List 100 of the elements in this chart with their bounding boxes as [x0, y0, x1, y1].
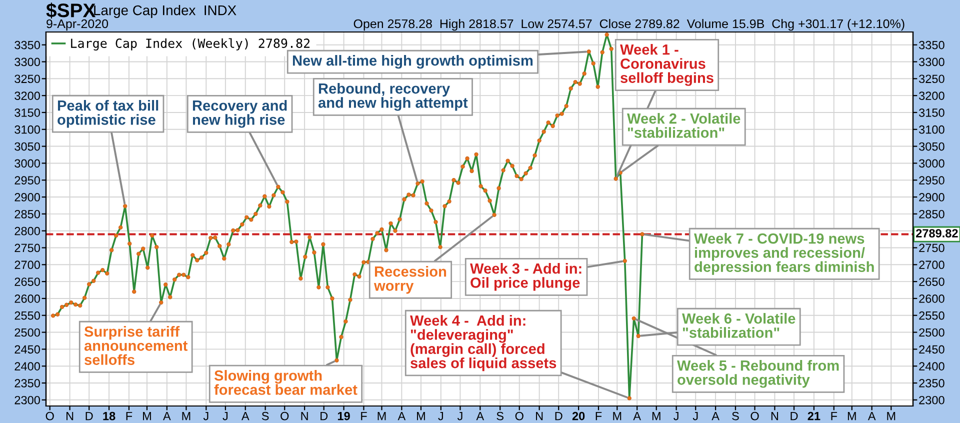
y2-tick-label: 2600: [919, 294, 944, 303]
x-tick-label: S: [496, 412, 504, 420]
y2-tick-label: 2950: [919, 176, 944, 185]
y-tick-label: 2750: [14, 244, 40, 252]
x-tick-label: O: [515, 412, 524, 420]
x-tick-label: 18: [103, 412, 116, 420]
x-tick-label: M: [143, 412, 151, 420]
text: Open 2578.28 High 2818.57 Low 2574.57 Close 2789.82 Volume 15.9B Chg +301.17 (+12.10%): [354, 19, 904, 31]
annotation: Week 2 - Volatile "stabilization": [627, 113, 740, 138]
text: 9-Apr-2020: [46, 19, 108, 31]
x-tick-label: M: [887, 412, 896, 420]
x-tick-label: F: [126, 412, 132, 420]
annotation: Rebound, recovery and new high attempt: [318, 83, 468, 111]
y2-tick-label: 3300: [919, 58, 944, 66]
y-tick-label: 2350: [14, 379, 40, 388]
x-tick-label: 20: [572, 412, 585, 420]
x-tick-label: D: [790, 412, 798, 420]
x-tick-label: J: [222, 412, 228, 420]
x-tick-label: A: [241, 412, 250, 420]
annotation: Recession worry: [374, 266, 446, 294]
y2-tick-label: 3150: [919, 108, 944, 117]
chart-subtitle: Large Cap Index INDX: [94, 5, 236, 18]
y2-tick-label: 3000: [919, 159, 944, 168]
x-tick-label: J: [692, 412, 698, 420]
y-tick-label: 2700: [14, 260, 40, 270]
chart-title: $SPX: [46, 2, 96, 19]
y-tick-label: 3250: [14, 74, 40, 84]
x-tick-label: N: [301, 412, 308, 420]
y-tick-label: 2300: [14, 396, 40, 404]
x-tick-label: M: [378, 412, 386, 420]
y-tick-label: 3100: [14, 125, 40, 134]
x-tick-label: S: [732, 412, 739, 420]
y-tick-label: 2650: [14, 278, 40, 286]
x-tick-label: M: [182, 412, 190, 420]
y2-tick-label: 2750: [919, 244, 944, 252]
y-tick-label: 3300: [14, 58, 40, 66]
y-tick-label: 3050: [14, 142, 40, 151]
ref-line-label: 2789.82: [916, 229, 958, 238]
x-tick-label: N: [66, 412, 74, 420]
x-tick-label: D: [320, 412, 328, 420]
x-tick-label: A: [712, 412, 720, 420]
y-tick-label: 3000: [14, 159, 40, 168]
x-tick-label: M: [613, 412, 622, 420]
annotation: Week 6 - Volatile "stabilization": [682, 313, 796, 338]
y-tick-label: 2900: [14, 193, 40, 202]
y-tick-label: 2950: [14, 176, 40, 185]
x-tick-label: D: [555, 412, 562, 420]
y2-tick-label: 2650: [919, 278, 944, 286]
x-tick-label: A: [633, 412, 641, 420]
x-tick-label: S: [262, 412, 269, 420]
x-tick-label: M: [417, 412, 425, 420]
annotation: Week 4 - Add in: "deleveraging" (margin call) forced sales of liquid assets: [410, 315, 556, 372]
y-tick-label: 2600: [14, 294, 40, 303]
y-tick-label: 2450: [14, 345, 40, 354]
y2-tick-label: 2300: [919, 396, 944, 404]
y-tick-label: 3350: [14, 40, 40, 50]
annotation: Week 5 - Rebound from oversold negativity: [677, 360, 839, 388]
y2-tick-label: 2350: [919, 379, 944, 388]
x-tick-label: N: [771, 412, 778, 420]
x-tick-label: J: [457, 412, 462, 420]
y2-tick-label: 3350: [919, 40, 944, 50]
legend-label: Large Cap Index (Weekly) 2789.82: [71, 38, 310, 50]
x-tick-label: A: [476, 412, 484, 420]
y2-tick-label: 2450: [919, 345, 944, 354]
x-tick-label: O: [750, 412, 759, 420]
x-tick-label: F: [596, 412, 602, 420]
y2-tick-label: 2850: [919, 210, 944, 218]
y-tick-label: 2800: [14, 226, 40, 236]
x-tick-label: A: [868, 412, 876, 420]
annotation: Week 3 - Add in: Oil price plunge: [470, 263, 582, 291]
annotation: Week 7 - COVID-19 news improves and recession/ depression fears diminish: [694, 233, 874, 275]
x-tick-label: M: [652, 412, 660, 420]
x-tick-label: N: [536, 412, 543, 420]
x-tick-label: J: [674, 412, 678, 420]
x-tick-label: A: [163, 412, 171, 420]
y2-tick-label: 2400: [919, 362, 944, 370]
y-tick-label: 2550: [14, 311, 40, 320]
annotation: Recovery and new high rise: [192, 100, 287, 128]
y-tick-label: 2850: [14, 210, 40, 218]
x-tick-label: D: [86, 412, 93, 420]
x-tick-label: M: [848, 412, 856, 420]
annotation: Peak of tax bill optimistic rise: [58, 100, 158, 128]
y2-tick-label: 3100: [919, 125, 944, 134]
x-tick-label: F: [361, 412, 367, 420]
y-tick-label: 3150: [14, 108, 40, 117]
x-tick-label: O: [280, 412, 289, 420]
x-tick-label: O: [46, 412, 54, 420]
y2-tick-label: 2550: [919, 311, 944, 320]
annotation: New all-time high growth optimism: [292, 55, 533, 69]
x-tick-label: 19: [338, 412, 350, 420]
y2-tick-label: 2500: [919, 328, 944, 337]
x-tick-label: 21: [808, 412, 820, 420]
x-tick-label: F: [831, 412, 838, 420]
y2-tick-label: 3050: [919, 142, 944, 151]
x-tick-label: J: [438, 412, 443, 420]
y-tick-label: 3200: [14, 92, 40, 100]
y-tick-label: 2400: [14, 362, 40, 370]
y2-tick-label: 3200: [919, 92, 944, 100]
y2-tick-label: 2700: [919, 260, 944, 270]
y-tick-label: 2500: [14, 328, 40, 337]
